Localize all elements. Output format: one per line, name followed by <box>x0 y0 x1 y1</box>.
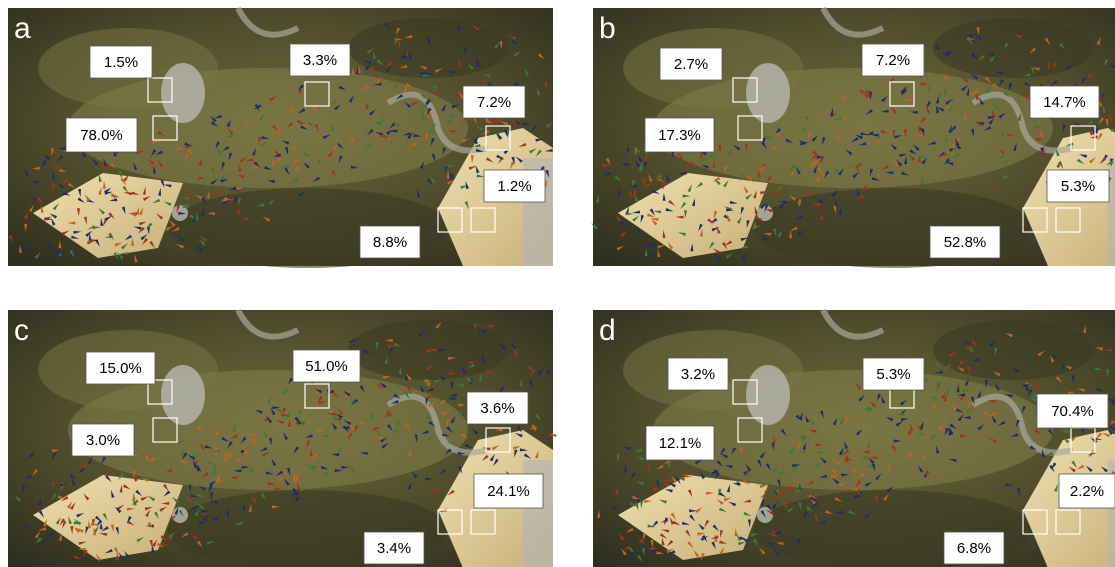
percentage-label: 17.3% <box>658 127 701 144</box>
percentage-label: 7.2% <box>876 52 910 69</box>
percentage-label: 5.3% <box>1061 178 1095 195</box>
panel-letter: d <box>599 314 616 347</box>
percentage-label: 3.6% <box>480 400 514 417</box>
percentage-label: 15.0% <box>99 360 142 377</box>
percentage-label: 2.7% <box>674 56 708 73</box>
panel: c 15.0% 51.0% 3.6% 3.0% 24.1% 3.4% <box>8 310 557 567</box>
percentage-label: 70.4% <box>1051 403 1094 420</box>
percentage-label: 3.2% <box>681 366 715 383</box>
panel: b 2.7% 7.2% 14.7% 17.3% 5.3% 52.8% <box>590 8 1115 268</box>
panel-letter: b <box>599 12 616 45</box>
percentage-label: 14.7% <box>1043 94 1086 111</box>
percentage-label: 3.3% <box>303 52 337 69</box>
percentage-label: 12.1% <box>659 435 702 452</box>
percentage-label: 8.8% <box>373 234 407 251</box>
percentage-label: 1.2% <box>497 178 531 195</box>
percentage-label: 2.2% <box>1070 483 1104 500</box>
percentage-label: 7.2% <box>477 94 511 111</box>
percentage-label: 78.0% <box>80 127 123 144</box>
percentage-label: 3.4% <box>377 540 411 557</box>
panel-letter: a <box>14 12 31 45</box>
percentage-label: 24.1% <box>487 483 530 500</box>
panel-letter: c <box>14 314 29 347</box>
percentage-label: 3.0% <box>86 432 120 449</box>
percentage-label: 6.8% <box>957 540 991 557</box>
percentage-label: 52.8% <box>944 234 987 251</box>
percentage-label: 51.0% <box>305 358 348 375</box>
figure: a 1.5% 3.3% 7.2% 78.0% 1.2% 8.8% b 2.7% 7.2% 14.7%… <box>0 0 1115 567</box>
panel: d 3.2% 5.3% 70.4% 12.1% 2.2% 6.8% <box>593 310 1115 567</box>
percentage-label: 1.5% <box>104 54 138 71</box>
panel: a 1.5% 3.3% 7.2% 78.0% 1.2% 8.8% <box>8 8 554 268</box>
percentage-label: 5.3% <box>876 366 910 383</box>
